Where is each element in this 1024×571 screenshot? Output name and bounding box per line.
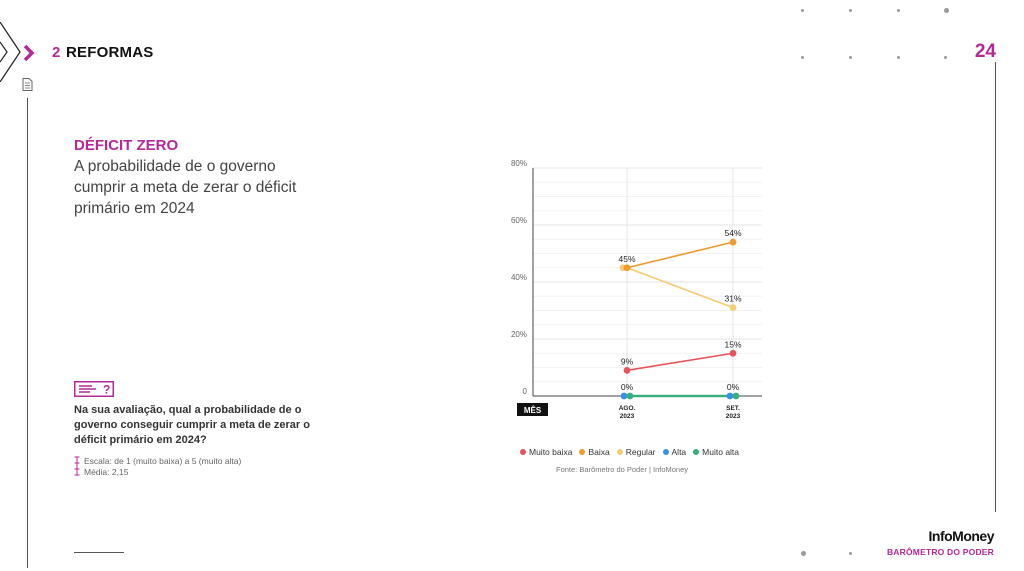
x-tick-label: 2023 <box>726 413 741 420</box>
legend-item: Baixa <box>579 447 610 457</box>
legend-label: Muito baixa <box>529 447 573 457</box>
data-point <box>732 392 740 400</box>
data-point <box>626 392 634 400</box>
legend-swatch <box>616 449 623 455</box>
x-tick-label: AGO. <box>619 405 636 412</box>
data-point <box>623 264 631 272</box>
document-icon <box>22 78 33 91</box>
brand-logo: InfoMoney <box>928 528 995 544</box>
chart-description: A probabilidade de o governo cumprir a m… <box>74 158 297 217</box>
data-label: 31% <box>724 294 741 304</box>
data-point <box>726 392 734 400</box>
section-number: 2 <box>52 44 61 61</box>
decor-dot <box>849 56 852 59</box>
decor-dot <box>849 9 852 12</box>
x-tick-label: SET. <box>726 405 740 412</box>
footer-line <box>74 552 124 553</box>
chart-title: DÉFICIT ZERO <box>74 137 179 154</box>
survey-question: Na sua avaliação, qual a probabilidade d… <box>74 404 310 446</box>
question-badge-icon: ? <box>74 381 114 397</box>
scale-note: Escala: de 1 (muito baixa) a 5 (muito al… <box>84 456 241 478</box>
chart-source: Fonte: Barômetro do Poder | InfoMoney <box>556 465 689 474</box>
y-tick-label: 40% <box>511 273 527 282</box>
data-point <box>623 366 631 374</box>
scale-mean: Média: 2,15 <box>84 467 129 477</box>
series-line <box>626 352 734 372</box>
legend-label: Muito alta <box>702 447 740 457</box>
legend-item: Muito alta <box>693 447 739 457</box>
decor-dot <box>801 9 804 12</box>
decor-dot <box>944 8 949 13</box>
y-tick-label: 80% <box>511 159 527 168</box>
decor-dot <box>849 552 852 555</box>
y-tick-label: 0 <box>523 387 528 396</box>
legend-swatch <box>520 449 526 455</box>
chevron-outline-icon <box>0 22 21 82</box>
decor-dot <box>897 56 900 59</box>
y-tick-label: 60% <box>511 216 527 225</box>
legend-swatch <box>662 449 669 455</box>
decor-dot <box>801 56 804 59</box>
frame-line-right <box>995 62 996 512</box>
legend-swatch <box>579 449 586 455</box>
data-label: 54% <box>724 228 741 238</box>
scale-range: Escala: de 1 (muito baixa) a 5 (muito al… <box>84 456 242 466</box>
decor-dot <box>801 551 806 556</box>
scale-icon <box>74 456 80 476</box>
brand-subtitle: BARÔMETRO DO PODER <box>886 547 994 557</box>
data-label: 0% <box>621 382 634 392</box>
x-tick-label: 2023 <box>620 413 635 420</box>
legend-label: Regular <box>625 447 656 457</box>
y-tick-label: 20% <box>511 330 527 339</box>
data-point <box>729 304 737 312</box>
legend-swatch <box>693 449 700 455</box>
line-chart: 020%40%60%80%AGO.2023SET.2023MÊS9%15%45%… <box>511 159 762 420</box>
data-point <box>729 349 737 357</box>
page-number: 24 <box>974 41 996 62</box>
decor-dot <box>897 9 900 12</box>
legend-item: Regular <box>616 447 656 457</box>
data-point <box>729 238 737 246</box>
x-axis-tag: MÊS <box>524 406 542 415</box>
legend-label: Alta <box>671 447 687 457</box>
legend-item: Alta <box>662 447 687 457</box>
legend-item: Muito baixa <box>520 447 572 457</box>
series-line <box>626 267 734 309</box>
data-label: 15% <box>724 339 741 349</box>
data-label: 0% <box>727 382 740 392</box>
chart-legend: Muito baixa Baixa Regular Alta Muito alta <box>520 447 739 457</box>
data-label: 9% <box>621 356 634 366</box>
data-point <box>620 392 628 400</box>
section-title: REFORMAS <box>66 44 154 61</box>
decor-dot <box>944 56 947 59</box>
data-label: 45% <box>618 254 635 264</box>
question-badge-label: ? <box>103 383 110 397</box>
x-axis-tag-bg <box>517 403 548 416</box>
series-line <box>626 241 734 269</box>
legend-label: Baixa <box>588 447 610 457</box>
chevron-right-icon <box>23 44 35 62</box>
frame-line-left <box>27 98 28 568</box>
